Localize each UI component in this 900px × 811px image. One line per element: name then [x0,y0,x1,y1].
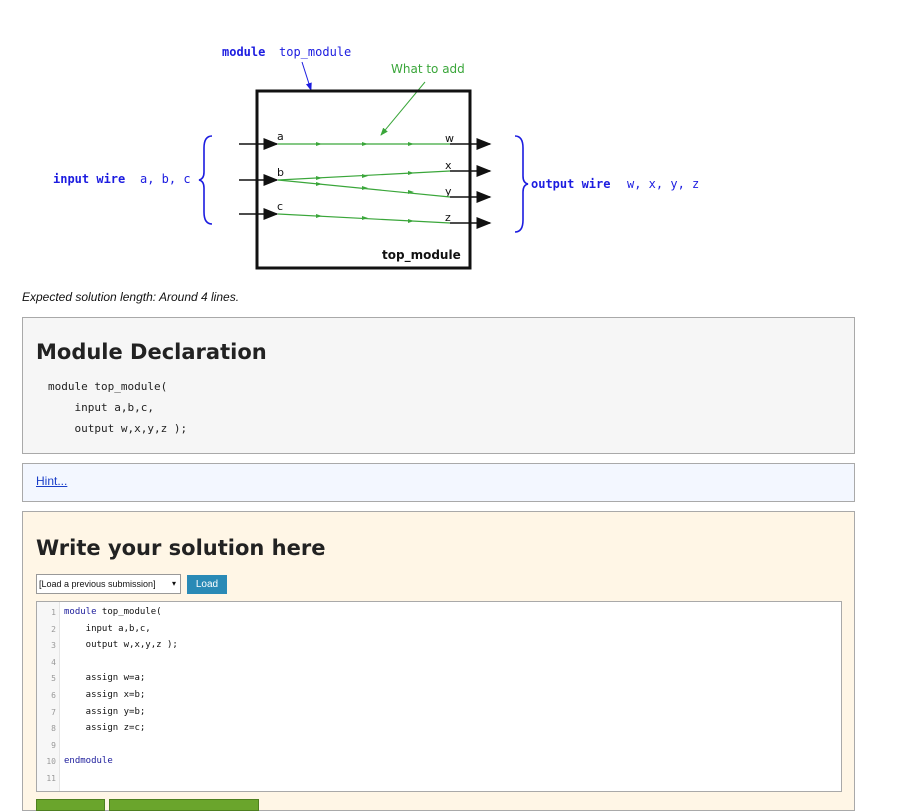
input-brace [198,135,213,225]
green-connections [277,143,451,224]
code-line: assign x=b; [64,690,146,700]
module-pointer-arrow [301,61,312,91]
line-number: 5 [51,674,56,684]
code-line: module top_module( [64,607,162,617]
line-number: 6 [51,691,56,700]
input-a-label: a [277,130,284,143]
module-declaration-panel: Module Declaration module top_module( in… [22,317,855,454]
line-number-gutter: 1 2 3 4 5 6 7 8 9 10 11 [37,602,60,791]
what-to-add-label: What to add [391,62,465,76]
input-wire-vars: a, b, c [140,172,191,186]
code-keyword: module [64,607,97,617]
input-b-label: b [277,166,284,179]
output-w-label: w [445,132,454,145]
submit-button[interactable] [36,799,105,811]
line-number: 1 [51,608,56,617]
output-brace [514,135,529,233]
chevron-down-icon: ▾ [171,579,176,588]
hint-panel: Hint... [22,463,855,502]
code-text: assign y=b; [64,706,146,717]
code-text: output w,x,y,z ); [64,640,178,651]
solution-panel: Write your solution here [Load a previou… [22,511,855,811]
code-keyword: endmodule [64,756,113,767]
line-number: 4 [51,657,56,667]
input-c-label: c [277,200,283,213]
code-line: endmodule [64,756,113,766]
module-declaration-code: module top_module( input a,b,c, output w… [48,380,188,435]
output-wire-keyword: output wire [531,177,610,191]
line-number: 9 [51,740,56,750]
module-diagram: module top_module What to add top_module… [53,45,699,270]
module-declaration-title: Module Declaration [36,340,267,364]
wire-direction-ticks [316,142,414,223]
code-text: assign z=c; [64,723,146,734]
code-editor[interactable]: 1 2 3 4 5 6 7 8 9 10 11 module top_module( input a… [36,601,842,792]
module-name-label: top_module [279,45,351,59]
hint-link[interactable]: Hint... [36,474,68,488]
output-x-label: x [445,159,452,172]
code-line: assign z=c; [64,723,146,734]
previous-submission-value: [Load a previous submission] [39,579,156,589]
submit-new-window-button[interactable] [109,799,259,811]
code-line: output w,x,y,z ); [64,640,178,650]
output-wire-vars: w, x, y, z [627,177,699,191]
output-z-label: z [445,211,451,224]
line-number: 10 [46,757,56,767]
previous-submission-select[interactable]: [Load a previous submission] ▾ [36,574,181,594]
line-number: 2 [51,624,56,634]
code-line: assign w=a; [64,673,146,684]
solution-title: Write your solution here [36,536,326,560]
line-number: 11 [46,774,56,783]
code-text: assign w=a; [64,673,146,684]
output-y-label: y [445,185,452,198]
code-line: input a,b,c, [64,624,151,634]
code-text: input a,b,c, [64,623,151,634]
code-text: assign x=b; [64,690,146,700]
module-box-label: top_module [382,248,461,263]
input-wire-keyword: input wire [53,172,125,186]
line-number: 3 [51,641,56,651]
line-number: 7 [51,707,56,717]
module-keyword-label: module [222,45,265,59]
line-number: 8 [51,724,56,734]
code-line: assign y=b; [64,706,146,717]
load-button[interactable]: Load [187,575,227,594]
expected-length-note: Expected solution length: Around 4 lines… [22,290,240,304]
code-text: top_module( [96,607,162,617]
